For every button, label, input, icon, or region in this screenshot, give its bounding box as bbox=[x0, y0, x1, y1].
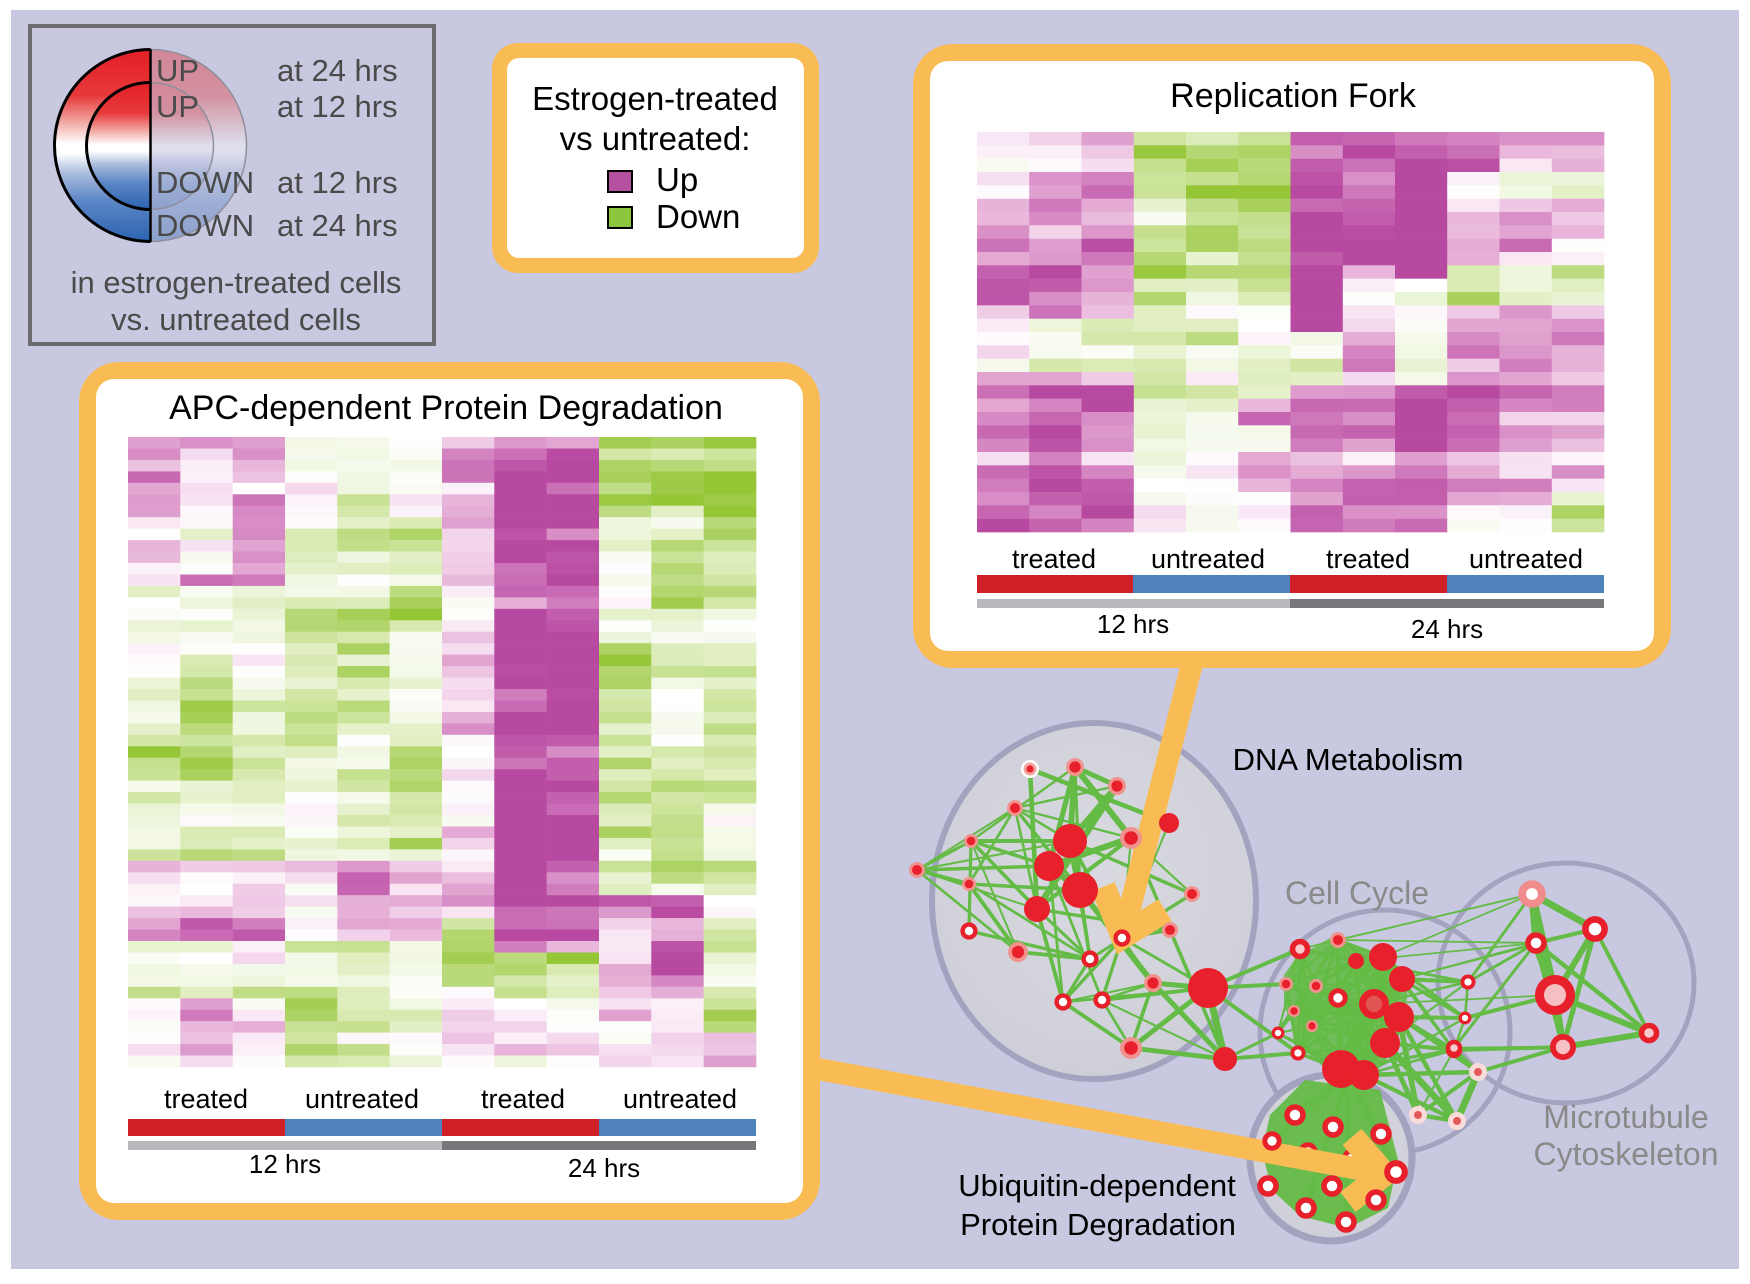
svg-text:Ubiquitin-dependent: Ubiquitin-dependent bbox=[958, 1168, 1236, 1203]
svg-text:Cell Cycle: Cell Cycle bbox=[1285, 875, 1429, 911]
svg-text:DNA Metabolism: DNA Metabolism bbox=[1233, 742, 1464, 777]
svg-text:treated: treated bbox=[164, 1084, 248, 1114]
svg-text:untreated: untreated bbox=[1469, 544, 1583, 574]
svg-text:untreated: untreated bbox=[623, 1084, 737, 1114]
svg-text:24 hrs: 24 hrs bbox=[1411, 614, 1483, 644]
svg-text:Protein Degradation: Protein Degradation bbox=[960, 1207, 1236, 1242]
svg-text:vs. untreated cells: vs. untreated cells bbox=[111, 302, 361, 337]
svg-text:at 12 hrs: at 12 hrs bbox=[277, 89, 398, 124]
svg-text:in estrogen-treated cells: in estrogen-treated cells bbox=[71, 265, 402, 300]
svg-text:UP: UP bbox=[156, 89, 199, 124]
svg-text:12 hrs: 12 hrs bbox=[1097, 609, 1169, 639]
svg-text:Down: Down bbox=[656, 198, 740, 235]
svg-text:treated: treated bbox=[481, 1084, 565, 1114]
svg-text:12 hrs: 12 hrs bbox=[249, 1149, 321, 1179]
svg-text:untreated: untreated bbox=[1151, 544, 1265, 574]
svg-text:Cytoskeleton: Cytoskeleton bbox=[1534, 1136, 1719, 1172]
svg-text:APC-dependent Protein Degradat: APC-dependent Protein Degradation bbox=[169, 389, 723, 427]
svg-text:DOWN: DOWN bbox=[156, 208, 254, 243]
svg-text:UP: UP bbox=[156, 53, 199, 88]
svg-text:DOWN: DOWN bbox=[156, 165, 254, 200]
svg-text:treated: treated bbox=[1326, 544, 1410, 574]
svg-text:Replication Fork: Replication Fork bbox=[1170, 77, 1417, 115]
svg-text:Microtubule: Microtubule bbox=[1543, 1099, 1708, 1135]
svg-text:vs untreated:: vs untreated: bbox=[560, 120, 751, 157]
svg-text:at 24 hrs: at 24 hrs bbox=[277, 208, 398, 243]
svg-text:treated: treated bbox=[1012, 544, 1096, 574]
svg-text:Estrogen-treated: Estrogen-treated bbox=[532, 80, 778, 117]
svg-text:at 24 hrs: at 24 hrs bbox=[277, 53, 398, 88]
svg-text:at 12 hrs: at 12 hrs bbox=[277, 165, 398, 200]
svg-text:Up: Up bbox=[656, 161, 698, 198]
svg-text:24 hrs: 24 hrs bbox=[568, 1153, 640, 1183]
svg-text:untreated: untreated bbox=[305, 1084, 419, 1114]
